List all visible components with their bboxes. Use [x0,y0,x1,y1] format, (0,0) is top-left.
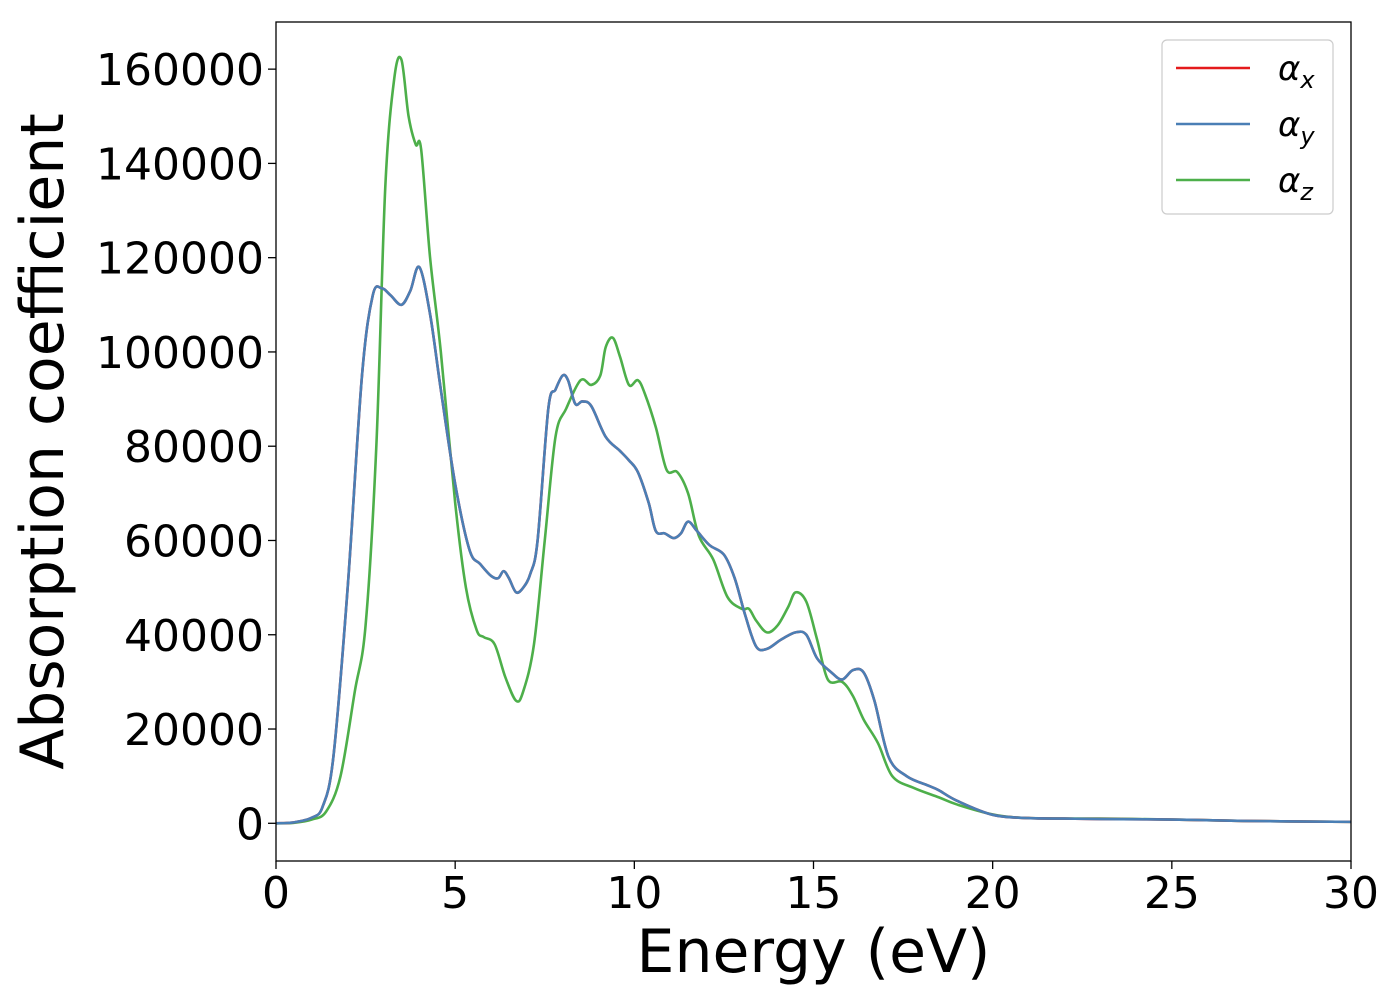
y-tick-label: 60000 [124,516,264,567]
legend: αx αy αz [1161,39,1334,215]
y-tick-label: 0 [236,799,264,850]
x-tick-label: 0 [262,868,290,919]
x-axis: 0 5 10 15 20 25 30 [262,861,1379,919]
x-tick-label: 10 [606,868,662,919]
series-line-alpha-x [276,265,1351,825]
y-tick-label: 40000 [124,611,264,662]
y-tick-label: 120000 [96,234,264,285]
x-tick-label: 30 [1323,868,1379,919]
legend-label: αy [1278,105,1315,150]
legend-label: αx [1278,49,1315,94]
legend-box [1161,39,1334,215]
legend-label: αz [1278,161,1314,206]
y-tick-label: 80000 [124,422,264,473]
y-tick-label: 20000 [124,705,264,756]
x-tick-label: 15 [786,868,842,919]
y-axis: 0 20000 40000 60000 80000 100000 120000 140000 1… [96,45,276,850]
x-tick-label: 20 [965,868,1021,919]
series-line-alpha-y [276,265,1351,825]
y-tick-label: 100000 [96,328,264,379]
x-tick-label: 25 [1144,868,1200,919]
y-tick-label: 140000 [96,139,264,190]
y-tick-label: 160000 [96,45,264,96]
series-line-alpha-z [276,55,1351,825]
x-tick-label: 5 [441,868,469,919]
y-axis-title: Absorption coefficient [8,113,78,770]
x-axis-title: Energy (eV) [637,917,991,987]
